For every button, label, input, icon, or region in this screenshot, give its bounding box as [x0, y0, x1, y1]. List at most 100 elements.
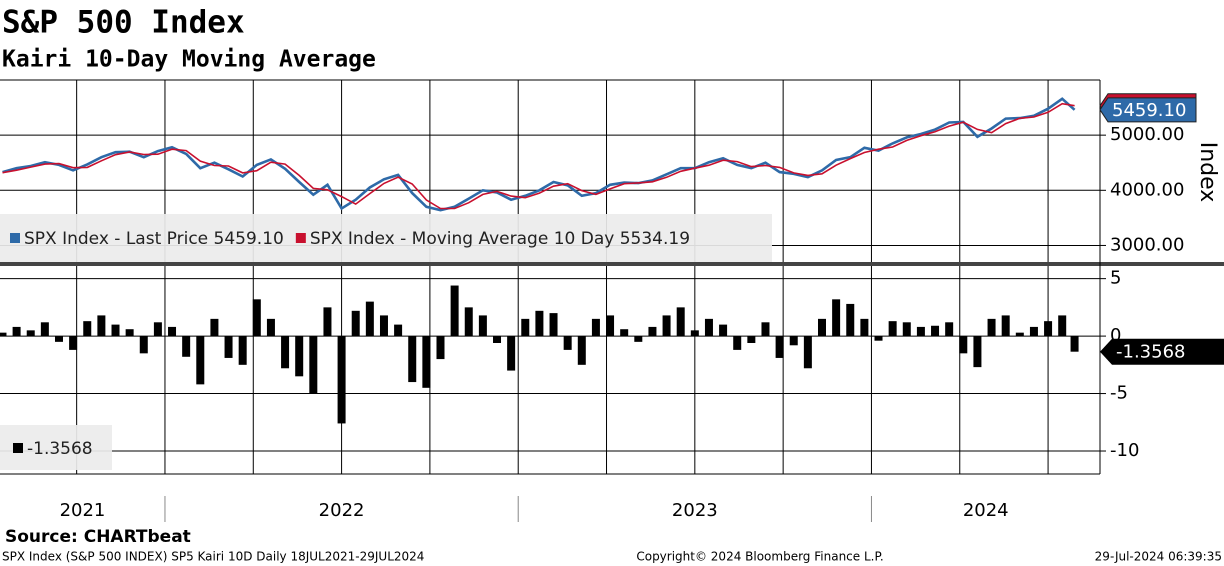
bar [591, 318, 600, 337]
bar [125, 329, 134, 337]
bar [69, 336, 78, 350]
bar [309, 336, 318, 394]
bar [196, 336, 205, 385]
x-tick-label: 2021 [60, 500, 106, 521]
bar [139, 336, 148, 354]
bar [323, 307, 332, 337]
x-tick-label: 2023 [672, 500, 718, 521]
bar [394, 324, 403, 337]
footer-center: Copyright© 2024 Bloomberg Finance L.P. [636, 550, 883, 564]
bar [733, 336, 742, 350]
bar [690, 330, 699, 337]
y-tick-label: -10 [1110, 440, 1139, 461]
legend-label: -1.3568 [27, 439, 93, 459]
bar [846, 303, 855, 337]
bar [874, 336, 883, 341]
bar [789, 336, 798, 346]
bar [1015, 332, 1024, 337]
bar [54, 336, 63, 342]
bar [153, 322, 162, 337]
series-line [2, 102, 1075, 210]
bar [931, 325, 940, 337]
y-tick-label: 3000.00 [1110, 234, 1184, 255]
bar [987, 318, 996, 337]
bar [521, 318, 530, 337]
last-value-tag [1100, 338, 1224, 365]
bar [1058, 315, 1067, 337]
last-value-tag [1099, 97, 1197, 123]
legend-swatch [13, 443, 23, 453]
bar [507, 336, 516, 371]
bar [422, 336, 431, 388]
bar [704, 318, 713, 337]
bar [365, 301, 374, 337]
bar [577, 336, 586, 365]
bar [902, 322, 911, 337]
source: Source: CHARTbeat [5, 527, 191, 547]
bar [803, 336, 812, 369]
bar [408, 336, 417, 383]
bar [747, 336, 756, 343]
bar [676, 307, 685, 337]
bar [973, 336, 982, 368]
bar [12, 326, 21, 337]
bar [0, 332, 7, 337]
bar [549, 313, 558, 337]
series-line [2, 97, 1076, 212]
bar [379, 315, 388, 337]
bar [295, 336, 304, 377]
footer-left: SPX Index (S&P 500 INDEX) SP5 Kairi 10D … [2, 550, 424, 564]
bar [817, 318, 826, 337]
bar [210, 318, 219, 337]
y-tick-label: 5 [1110, 268, 1121, 289]
bar [266, 318, 275, 337]
bar [563, 336, 572, 350]
bar [761, 322, 770, 337]
bar [775, 336, 784, 358]
y-tick-label: -5 [1110, 383, 1128, 404]
bar [337, 336, 346, 424]
bar [83, 321, 92, 337]
chart-subtitle: Kairi 10-Day Moving Average [2, 47, 376, 73]
bar [535, 310, 544, 337]
bar [606, 315, 615, 337]
y-tick-label: 4000.00 [1110, 179, 1184, 200]
bar [945, 322, 954, 337]
bar [26, 330, 35, 337]
bar [238, 336, 247, 365]
panel-divider [0, 262, 1224, 266]
bar [832, 299, 841, 337]
bar [888, 321, 897, 337]
legend-box [0, 214, 772, 262]
bar [959, 336, 968, 354]
bar [478, 315, 487, 337]
bar [111, 324, 120, 337]
bar [252, 299, 261, 337]
bar [281, 336, 290, 369]
bar [450, 285, 459, 337]
x-tick-label: 2022 [319, 500, 365, 521]
bar [1070, 336, 1079, 352]
bar [719, 324, 728, 337]
bar [464, 307, 473, 337]
y-axis-label: Index [1195, 142, 1220, 203]
legend-label: SPX Index - Last Price 5459.10 [24, 229, 284, 249]
bar [860, 318, 869, 337]
bar [916, 326, 925, 337]
bar [436, 336, 445, 360]
last-value-label: 5459.10 [1112, 100, 1186, 121]
bar [224, 336, 233, 358]
bar [97, 315, 106, 337]
bar [1029, 326, 1038, 337]
bar [40, 322, 49, 337]
bar [1001, 315, 1010, 337]
legend-swatch [295, 233, 306, 243]
x-tick-label: 2024 [963, 500, 1009, 521]
bar [351, 310, 360, 337]
bar [182, 336, 191, 357]
y-tick-label: 0 [1110, 325, 1121, 346]
bar [648, 326, 657, 337]
last-value-label: -1.3568 [1116, 342, 1185, 363]
bar [662, 315, 671, 337]
